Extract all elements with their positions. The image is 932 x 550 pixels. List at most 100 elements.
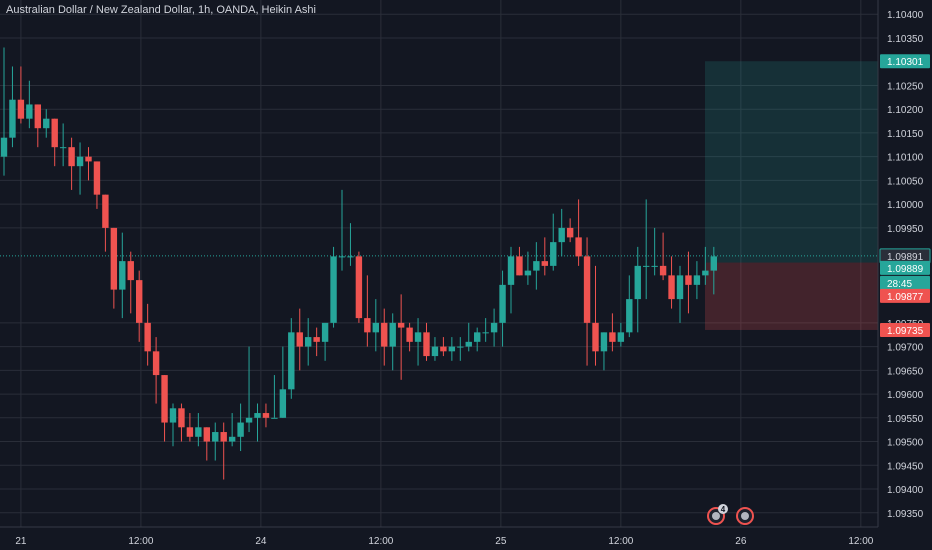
candle-body <box>17 99 25 119</box>
candle-body <box>575 237 582 257</box>
candle-body <box>431 346 439 357</box>
candle-body <box>533 261 540 271</box>
candle-body <box>68 147 75 167</box>
candle-body <box>617 332 625 342</box>
candle-body <box>161 375 168 423</box>
candle-body <box>347 256 354 258</box>
price-label-countdown-bg <box>880 275 930 290</box>
candle-body <box>169 408 177 423</box>
y-tick-label: 1.10000 <box>887 200 924 211</box>
candle-body <box>541 261 548 266</box>
x-tick-label: 21 <box>15 536 27 547</box>
candle-body <box>524 270 532 276</box>
candle-body <box>0 137 8 157</box>
candle-body <box>440 346 447 352</box>
candle-body <box>321 322 329 342</box>
candle-body <box>313 337 320 342</box>
candle-body <box>558 227 565 243</box>
y-tick-label: 1.10250 <box>887 81 924 92</box>
candle-body <box>482 332 489 334</box>
candle-body <box>465 341 472 347</box>
price-label-stop-bg <box>880 322 930 337</box>
candle-body <box>245 417 253 423</box>
candle-body <box>144 322 151 352</box>
candle-body <box>685 275 692 285</box>
candle-body <box>93 161 101 195</box>
candle-body <box>43 118 50 129</box>
y-tick-label: 1.10350 <box>887 34 924 45</box>
candle-body <box>643 265 650 267</box>
candle-body <box>59 147 67 149</box>
candle-body <box>186 427 194 437</box>
candle-body <box>296 332 303 347</box>
price-label-entry: 1.09877 <box>887 292 924 303</box>
candle-body <box>279 389 287 418</box>
candle-body <box>51 118 58 148</box>
globe-icon <box>741 512 749 520</box>
x-tick-label: 12:00 <box>608 536 633 547</box>
candle-body <box>271 417 278 419</box>
candle-body <box>178 408 185 428</box>
candle-body <box>457 346 464 348</box>
candle-body <box>474 332 481 342</box>
candle-body <box>220 432 227 442</box>
candle-body <box>448 346 456 352</box>
candle-body <box>110 227 118 290</box>
candle-body <box>668 275 675 300</box>
candle-body <box>516 256 523 276</box>
candle-body <box>9 99 16 138</box>
candle-body <box>583 256 591 323</box>
candle-body <box>195 427 202 437</box>
candle-body <box>34 104 41 129</box>
event-badge[interactable]: 4 <box>707 504 728 525</box>
event-badge[interactable] <box>736 507 754 525</box>
candle-body <box>600 332 608 352</box>
candle-body <box>710 256 717 271</box>
x-tick-label: 12:00 <box>128 536 153 547</box>
candle-body <box>119 261 126 290</box>
y-tick-label: 1.09350 <box>887 509 924 520</box>
y-tick-label: 1.10100 <box>887 153 924 164</box>
event-count-badge <box>718 504 728 514</box>
price-label-target-bg <box>880 54 930 69</box>
candle-body <box>127 261 134 281</box>
candle-body <box>414 332 422 342</box>
candle-body <box>423 332 430 357</box>
price-label-entry-bg <box>880 288 930 303</box>
x-tick-label: 24 <box>255 536 267 547</box>
price-label-stop: 1.09735 <box>887 326 924 337</box>
candle-body <box>550 242 557 266</box>
globe-icon <box>712 512 720 520</box>
candle-body <box>634 265 641 300</box>
position-target-zone <box>705 61 878 263</box>
candle-body <box>228 436 236 442</box>
candle-body <box>212 432 219 442</box>
chart-title: Australian Dollar / New Zealand Dollar, … <box>6 4 316 16</box>
candle-body <box>305 337 312 347</box>
candle-body <box>659 265 667 276</box>
candle-body <box>566 227 574 238</box>
y-tick-label: 1.09550 <box>887 414 924 425</box>
event-count: 4 <box>721 505 726 514</box>
candle-body <box>136 280 143 323</box>
y-tick-label: 1.09600 <box>887 390 924 401</box>
candle-body <box>507 256 515 285</box>
candle-body <box>26 104 33 119</box>
candle-body <box>102 194 109 228</box>
candle-body <box>397 322 405 328</box>
candle-body <box>693 275 701 285</box>
y-tick-label: 1.10200 <box>887 105 924 116</box>
candle-body <box>651 265 658 267</box>
price-label-target: 1.10301 <box>887 57 924 68</box>
candle-body <box>381 322 388 347</box>
price-label-current-bg <box>880 260 930 275</box>
candle-body <box>702 270 709 276</box>
candle-body <box>364 318 371 333</box>
y-tick-label: 1.09400 <box>887 485 924 496</box>
candle-body <box>262 413 270 418</box>
y-tick-label: 1.09700 <box>887 343 924 354</box>
x-tick-label: 26 <box>735 536 747 547</box>
candle-body <box>203 427 210 442</box>
candle-body <box>85 156 92 162</box>
